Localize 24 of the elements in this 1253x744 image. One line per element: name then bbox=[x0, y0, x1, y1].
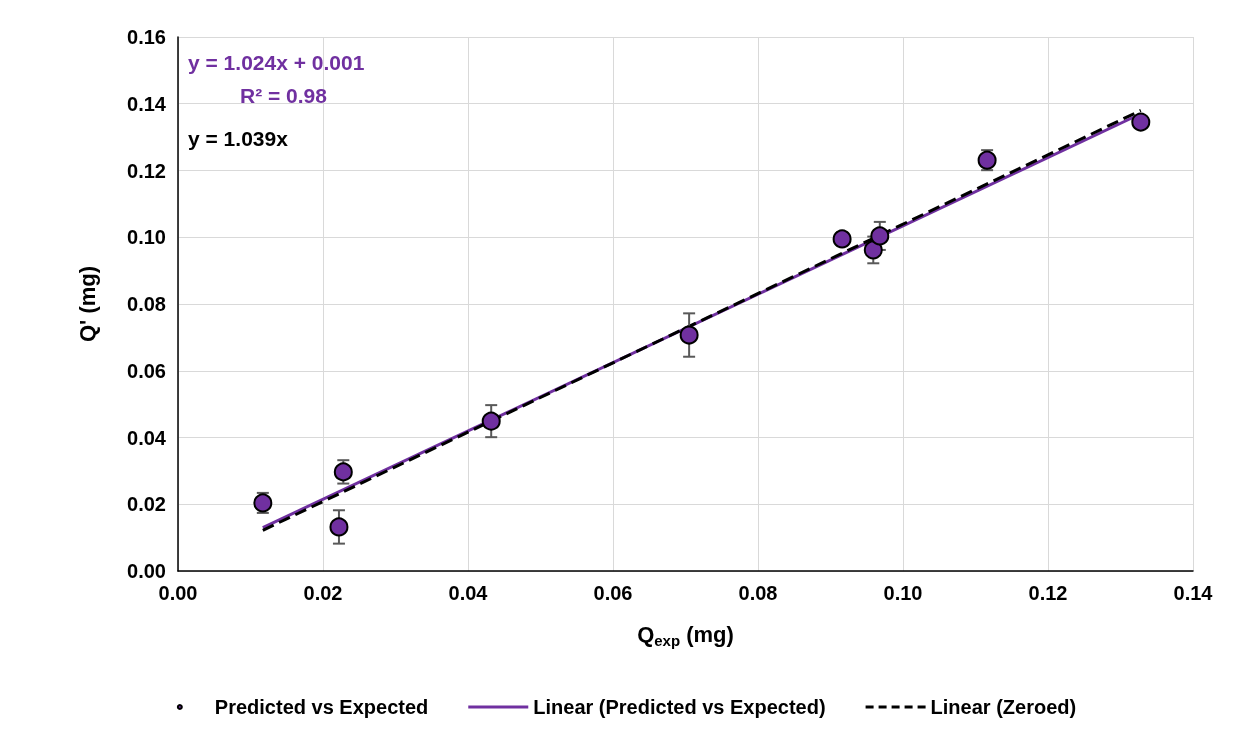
x-tick-label: 0.12 bbox=[1028, 582, 1068, 604]
y-tick-label: 0.06 bbox=[127, 359, 166, 382]
y-tick-label: 0.02 bbox=[127, 493, 166, 516]
x-tick-label: 0.14 bbox=[1173, 582, 1214, 604]
annotation: R² = 0.98 bbox=[240, 84, 328, 107]
x-tick-label: 0.06 bbox=[593, 582, 633, 604]
y-tick-label: 0.08 bbox=[127, 293, 166, 315]
y-tick-label: 0.04 bbox=[127, 426, 167, 449]
y-tick-label: 0.14 bbox=[127, 92, 167, 115]
y-tick-label: 0.16 bbox=[127, 26, 166, 48]
annotation: y = 1.024x + 0.001 bbox=[188, 51, 365, 74]
y-axis-title: Q' (mg) bbox=[74, 265, 100, 343]
x-tick-label: 0.08 bbox=[738, 582, 778, 604]
legend-label: Linear (Zeroed) bbox=[930, 696, 1077, 718]
y-tick-label: 0.12 bbox=[127, 159, 166, 182]
annotation: y = 1.039x bbox=[188, 127, 289, 150]
y-tick-label: 0.10 bbox=[127, 226, 166, 249]
x-tick-label: 0.00 bbox=[158, 582, 198, 604]
x-tick-label: 0.04 bbox=[448, 582, 489, 604]
x-tick-label: 0.02 bbox=[303, 582, 343, 604]
legend-label: Linear (Predicted vs Expected) bbox=[533, 696, 826, 718]
x-tick-label: 0.10 bbox=[883, 582, 923, 604]
y-tick-label: 0.00 bbox=[127, 560, 166, 582]
legend-label: Predicted vs Expected bbox=[214, 696, 429, 718]
